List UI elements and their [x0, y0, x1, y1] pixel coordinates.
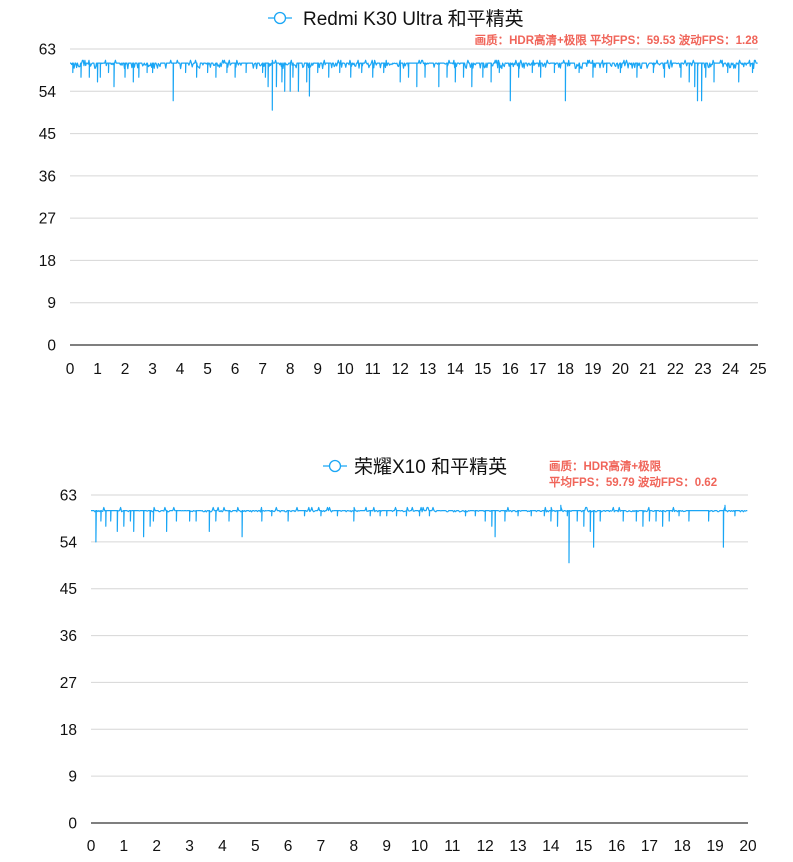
- x-tick-label: 18: [674, 838, 691, 855]
- x-tick-label: 25: [749, 361, 766, 378]
- y-tick-label: 54: [60, 534, 78, 551]
- line-chart-bottom: 荣耀X10 和平精英 画质：HDR高清+极限 平均FPS：59.79 波动FPS…: [60, 456, 757, 855]
- y-tick-label: 0: [47, 338, 56, 355]
- x-tick-label: 19: [707, 838, 724, 855]
- x-tick-label: 6: [231, 361, 240, 378]
- legend-bottom: 荣耀X10 和平精英: [323, 456, 507, 478]
- y-tick-label: 0: [68, 816, 77, 833]
- annotation-stats: 画质：HDR高清+极限 平均FPS：59.53 波动FPS：1.28: [475, 33, 759, 47]
- line-chart-top: Redmi K30 Ultra 和平精英 画质：HDR高清+极限 平均FPS：5…: [39, 8, 767, 378]
- x-tick-label: 20: [739, 838, 757, 855]
- y-tick-label: 18: [60, 722, 77, 739]
- y-tick-label: 36: [60, 628, 77, 645]
- x-tick-label: 13: [509, 838, 526, 855]
- x-tick-label: 14: [542, 838, 560, 855]
- x-tick-label: 10: [411, 838, 429, 855]
- x-tick-label: 9: [313, 361, 322, 378]
- chart-redmi-k30-ultra: Redmi K30 Ultra 和平精英 画质：HDR高清+极限 平均FPS：5…: [0, 0, 793, 400]
- y-tick-label: 9: [47, 295, 56, 312]
- x-tick-label: 13: [419, 361, 436, 378]
- grid: [70, 48, 758, 346]
- x-tick-label: 19: [584, 361, 601, 378]
- annotation-fps: 平均FPS：59.79 波动FPS：0.62: [549, 475, 717, 489]
- x-tick-label: 0: [87, 838, 96, 855]
- y-tick-label: 18: [39, 253, 56, 270]
- legend-top: Redmi K30 Ultra 和平精英: [268, 8, 524, 30]
- x-tick-label: 14: [447, 361, 465, 378]
- x-tick-label: 17: [529, 361, 546, 378]
- x-tick-label: 11: [365, 361, 381, 378]
- x-tick-label: 15: [474, 361, 491, 378]
- x-tick-label: 1: [93, 361, 102, 378]
- x-tick-label: 10: [337, 361, 355, 378]
- y-tick-label: 45: [60, 581, 77, 598]
- grid: [91, 494, 748, 824]
- x-tick-label: 15: [575, 838, 592, 855]
- x-tick-label: 5: [251, 838, 260, 855]
- x-tick-label: 3: [185, 838, 194, 855]
- x-tick-label: 20: [612, 361, 630, 378]
- y-axis-ticks: 0 9 18 27 36 45 54 63: [60, 488, 78, 833]
- y-tick-label: 63: [39, 42, 56, 59]
- y-tick-label: 27: [60, 675, 77, 692]
- x-tick-label: 8: [349, 838, 358, 855]
- x-tick-label: 22: [667, 361, 684, 378]
- x-tick-label: 0: [66, 361, 75, 378]
- x-tick-label: 21: [639, 361, 656, 378]
- y-tick-label: 9: [68, 769, 77, 786]
- x-tick-label: 24: [722, 361, 740, 378]
- x-tick-label: 17: [641, 838, 658, 855]
- x-tick-label: 12: [392, 361, 409, 378]
- y-tick-label: 36: [39, 168, 56, 185]
- fps-series-line: [70, 59, 758, 111]
- y-tick-label: 45: [39, 126, 56, 143]
- x-tick-label: 11: [444, 838, 460, 855]
- legend-marker-icon: [328, 459, 342, 473]
- y-tick-label: 63: [60, 488, 77, 505]
- x-tick-label: 23: [694, 361, 711, 378]
- x-tick-label: 7: [258, 361, 267, 378]
- x-tick-label: 18: [557, 361, 574, 378]
- y-tick-label: 27: [39, 211, 56, 228]
- x-tick-label: 6: [284, 838, 293, 855]
- x-tick-label: 16: [502, 361, 519, 378]
- legend-marker-icon: [273, 11, 287, 25]
- annotation-quality: 画质：HDR高清+极限: [549, 459, 662, 473]
- chart-title: 荣耀X10 和平精英: [354, 456, 507, 478]
- x-tick-label: 8: [286, 361, 295, 378]
- x-tick-label: 2: [152, 838, 161, 855]
- x-tick-label: 16: [608, 838, 625, 855]
- x-tick-label: 3: [148, 361, 157, 378]
- x-tick-label: 1: [120, 838, 129, 855]
- chart-honor-x10: 荣耀X10 和平精英 画质：HDR高清+极限 平均FPS：59.79 波动FPS…: [0, 440, 793, 857]
- x-tick-label: 4: [176, 361, 185, 378]
- x-tick-label: 5: [203, 361, 212, 378]
- chart-title: Redmi K30 Ultra 和平精英: [303, 8, 524, 30]
- x-tick-label: 2: [121, 361, 130, 378]
- y-tick-label: 54: [39, 84, 57, 101]
- fps-series-line: [91, 504, 748, 564]
- y-axis-ticks: 0 9 18 27 36 45 54 63: [39, 42, 57, 355]
- x-axis-ticks: 0 1 2 3 4 5 6 7 8 9 10 11 12 13 14 15 16 17 18 19 20: [87, 838, 757, 855]
- x-tick-label: 4: [218, 838, 227, 855]
- x-tick-label: 9: [382, 838, 391, 855]
- x-tick-label: 12: [477, 838, 494, 855]
- x-axis-ticks: 0 1 2 3 4 5 6 7 8 9 10 11 12 13 14 15 16 17 18 19 20 21 22 23 24…: [66, 361, 767, 378]
- x-tick-label: 7: [317, 838, 326, 855]
